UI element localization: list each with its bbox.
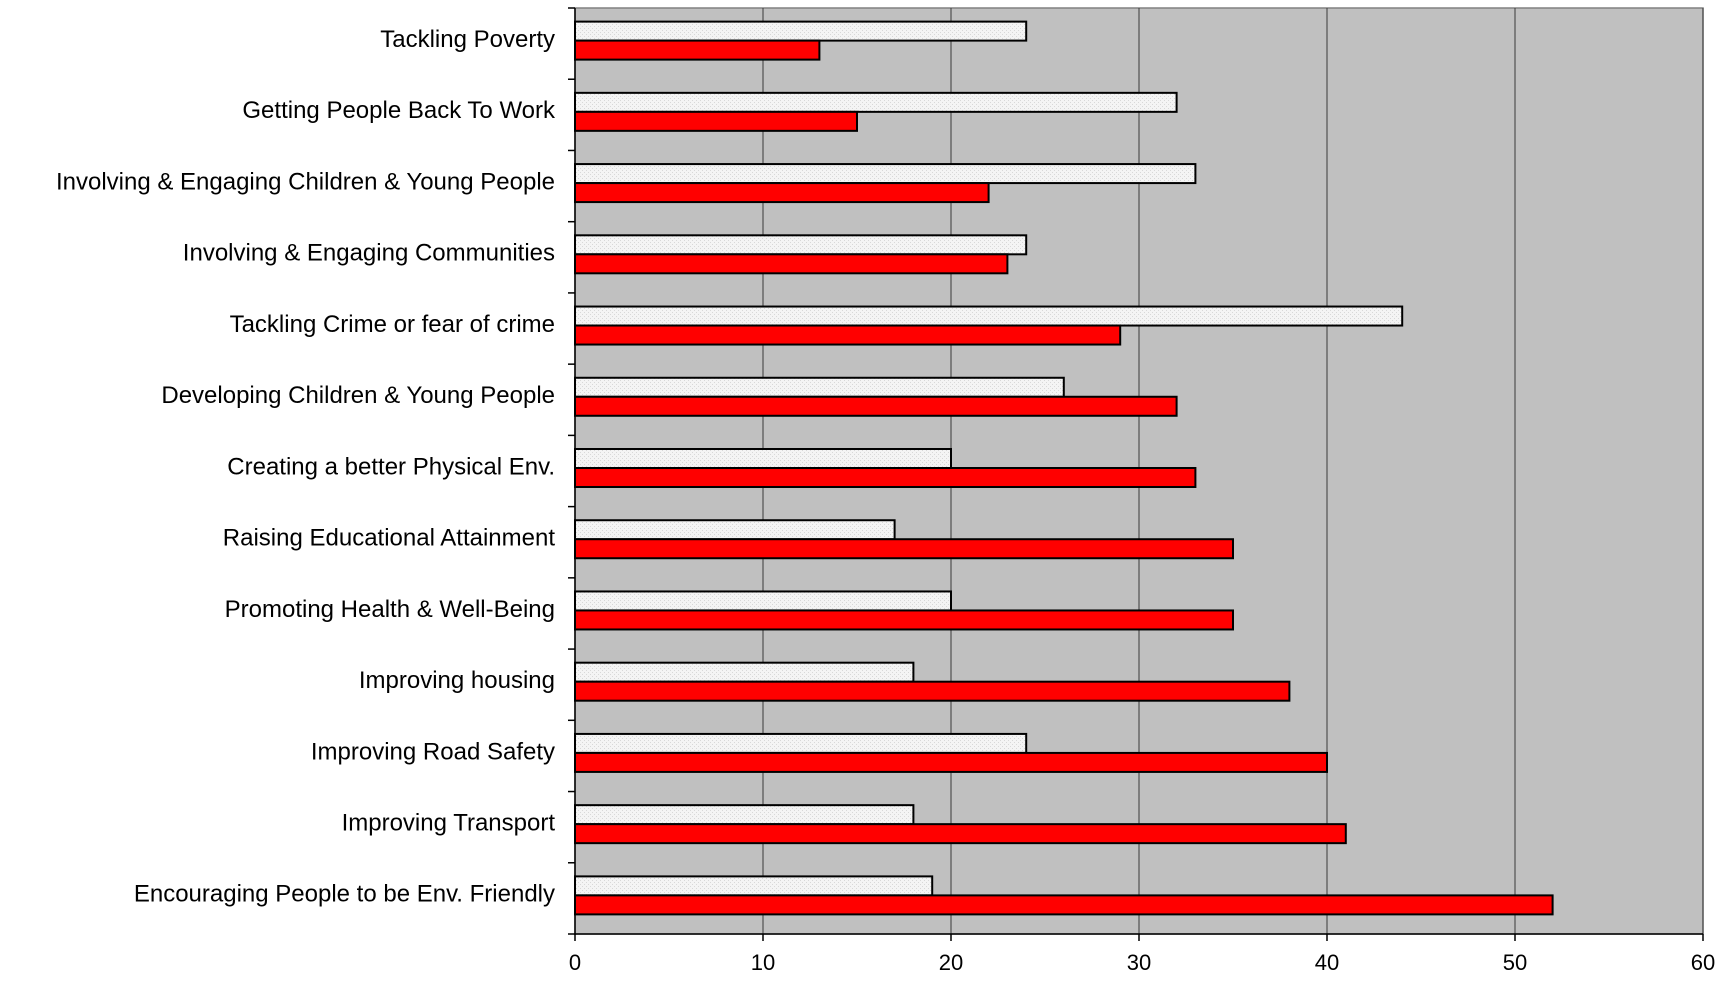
category-labels: Tackling Poverty Getting People Back To W… — [56, 26, 556, 908]
bar-series2-9 — [574, 680, 1291, 702]
bar-series2-2 — [574, 182, 990, 204]
bar-series2-1 — [574, 110, 858, 132]
bar-series1-4 — [574, 305, 1404, 327]
bar-series1-12 — [574, 875, 934, 897]
category-label: Improving housing — [359, 667, 555, 694]
category-label: Developing Children & Young People — [161, 382, 555, 409]
category-label: Improving Transport — [342, 809, 556, 836]
bar-series1-11 — [574, 804, 915, 826]
category-label: Involving & Engaging Communities — [183, 240, 555, 267]
bar-series2-5 — [574, 395, 1178, 417]
x-tick-label: 30 — [1127, 950, 1151, 975]
category-label: Encouraging People to be Env. Friendly — [134, 881, 555, 908]
bar-series1-9 — [574, 661, 915, 683]
x-tick-label: 50 — [1503, 950, 1527, 975]
bar-series2-10 — [574, 751, 1328, 773]
category-label: Tackling Poverty — [380, 26, 555, 53]
bars — [574, 20, 1554, 916]
bar-series2-0 — [574, 39, 821, 61]
bar-series2-11 — [574, 823, 1347, 845]
bar-series1-8 — [574, 590, 952, 612]
bar-series1-2 — [574, 163, 1197, 185]
bar-series2-4 — [574, 324, 1122, 346]
gridlines — [762, 8, 1704, 934]
x-tick-labels: 0 10 20 30 40 50 60 — [569, 950, 1715, 975]
category-label: Creating a better Physical Env. — [227, 453, 555, 480]
bar-series2-3 — [574, 253, 1009, 275]
bar-series2-6 — [574, 467, 1197, 488]
x-tick-label: 10 — [751, 950, 775, 975]
category-label: Raising Educational Attainment — [223, 525, 556, 552]
bar-series2-8 — [574, 609, 1234, 631]
bar-series1-6 — [574, 448, 952, 469]
bar-series1-5 — [574, 376, 1065, 398]
category-label: Tackling Crime or fear of crime — [230, 311, 555, 338]
category-label: Improving Road Safety — [311, 738, 555, 765]
category-label: Promoting Health & Well-Being — [225, 596, 555, 623]
bar-series1-1 — [574, 91, 1178, 113]
bar-series2-12 — [574, 894, 1554, 916]
x-tick-label: 40 — [1315, 950, 1339, 975]
bar-series1-7 — [574, 519, 896, 541]
category-label: Getting People Back To Work — [242, 97, 556, 124]
x-tick-label: 20 — [939, 950, 963, 975]
axes — [568, 7, 1704, 941]
bar-series2-7 — [574, 538, 1234, 560]
category-label: Involving & Engaging Children & Young Pe… — [56, 168, 555, 195]
bar-series1-3 — [574, 234, 1028, 256]
x-tick-label: 0 — [569, 950, 581, 975]
bar-series1-10 — [574, 732, 1028, 754]
x-tick-label: 60 — [1691, 950, 1715, 975]
bar-series1-0 — [574, 20, 1028, 42]
